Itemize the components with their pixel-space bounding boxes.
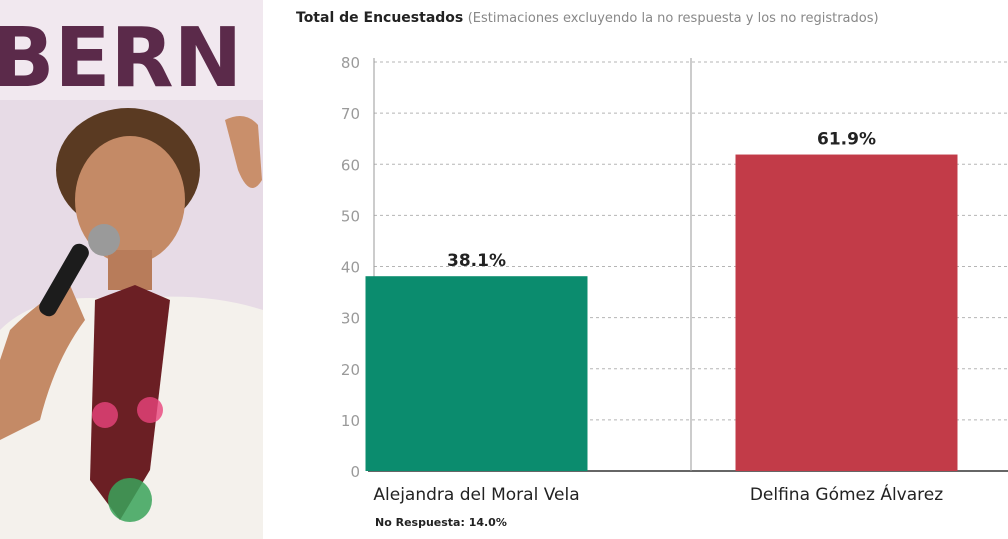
chart-title-text: Total de Encuestados bbox=[296, 10, 464, 26]
y-axis-ticks: 0 10 20 30 40 50 60 70 80 bbox=[341, 54, 360, 481]
y-tick-label: 80 bbox=[341, 54, 360, 72]
y-tick-label: 60 bbox=[341, 156, 360, 174]
candidate-photo-illustration: BERN bbox=[0, 0, 263, 539]
chart-bars: 38.1% 61.9% bbox=[365, 130, 958, 471]
y-tick-label: 0 bbox=[350, 463, 360, 481]
bar-chart: 0 10 20 30 40 50 60 70 80 38.1% 61.9% Alejandra d… bbox=[341, 54, 1008, 505]
chart-subtitle: (Estimaciones excluyendo la no respuesta… bbox=[467, 11, 879, 26]
y-tick-label: 20 bbox=[341, 361, 360, 379]
bar bbox=[735, 154, 958, 471]
x-axis-ticks: Alejandra del Moral Vela Delfina Gómez Ál… bbox=[373, 483, 943, 505]
x-category-label: Delfina Gómez Álvarez bbox=[750, 483, 943, 505]
banner-text: BERN bbox=[0, 11, 242, 106]
candidate-photo: BERN bbox=[0, 0, 263, 539]
y-tick-label: 70 bbox=[341, 105, 360, 123]
bar-value-label: 61.9% bbox=[817, 130, 876, 150]
chart-title: Total de Encuestados (Estimaciones exclu… bbox=[296, 10, 879, 26]
x-category-label: Alejandra del Moral Vela bbox=[373, 485, 579, 505]
bar bbox=[365, 276, 588, 471]
y-tick-label: 40 bbox=[341, 259, 360, 277]
bar-value-label: 38.1% bbox=[447, 251, 506, 271]
y-tick-label: 50 bbox=[341, 207, 360, 225]
no-response-footnote: No Respuesta: 14.0% bbox=[375, 516, 507, 529]
y-tick-label: 30 bbox=[341, 310, 360, 328]
y-tick-label: 10 bbox=[341, 412, 360, 430]
